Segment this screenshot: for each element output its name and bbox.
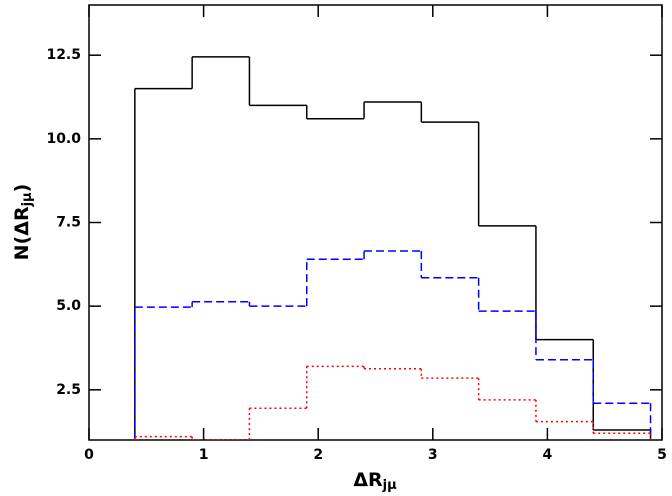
x-tick-label: 1 bbox=[199, 447, 209, 463]
x-tick-label: 0 bbox=[84, 447, 94, 463]
y-tick-label: 2.5 bbox=[56, 382, 81, 398]
x-label-sub: jμ bbox=[382, 478, 397, 493]
y-label-sub: jμ bbox=[20, 192, 35, 207]
x-tick-label: 5 bbox=[657, 447, 667, 463]
x-tick-label: 4 bbox=[543, 447, 553, 463]
x-label-main: ΔR bbox=[353, 469, 383, 491]
y-tick-label: 12.5 bbox=[46, 47, 81, 63]
y-axis-label: N(ΔRjμ) bbox=[11, 184, 35, 261]
y-label-end: ) bbox=[11, 184, 33, 193]
y-label-main: N(ΔR bbox=[11, 206, 33, 260]
plot-frame bbox=[88, 4, 663, 441]
x-axis-label: ΔRjμ bbox=[353, 469, 397, 493]
y-tick-label: 10.0 bbox=[46, 131, 81, 147]
plot-area bbox=[134, 56, 652, 440]
y-tick-label: 7.5 bbox=[56, 215, 81, 231]
x-tick-label: 2 bbox=[313, 447, 323, 463]
x-tick-label: 3 bbox=[428, 447, 438, 463]
y-tick-label: 5.0 bbox=[56, 298, 81, 314]
